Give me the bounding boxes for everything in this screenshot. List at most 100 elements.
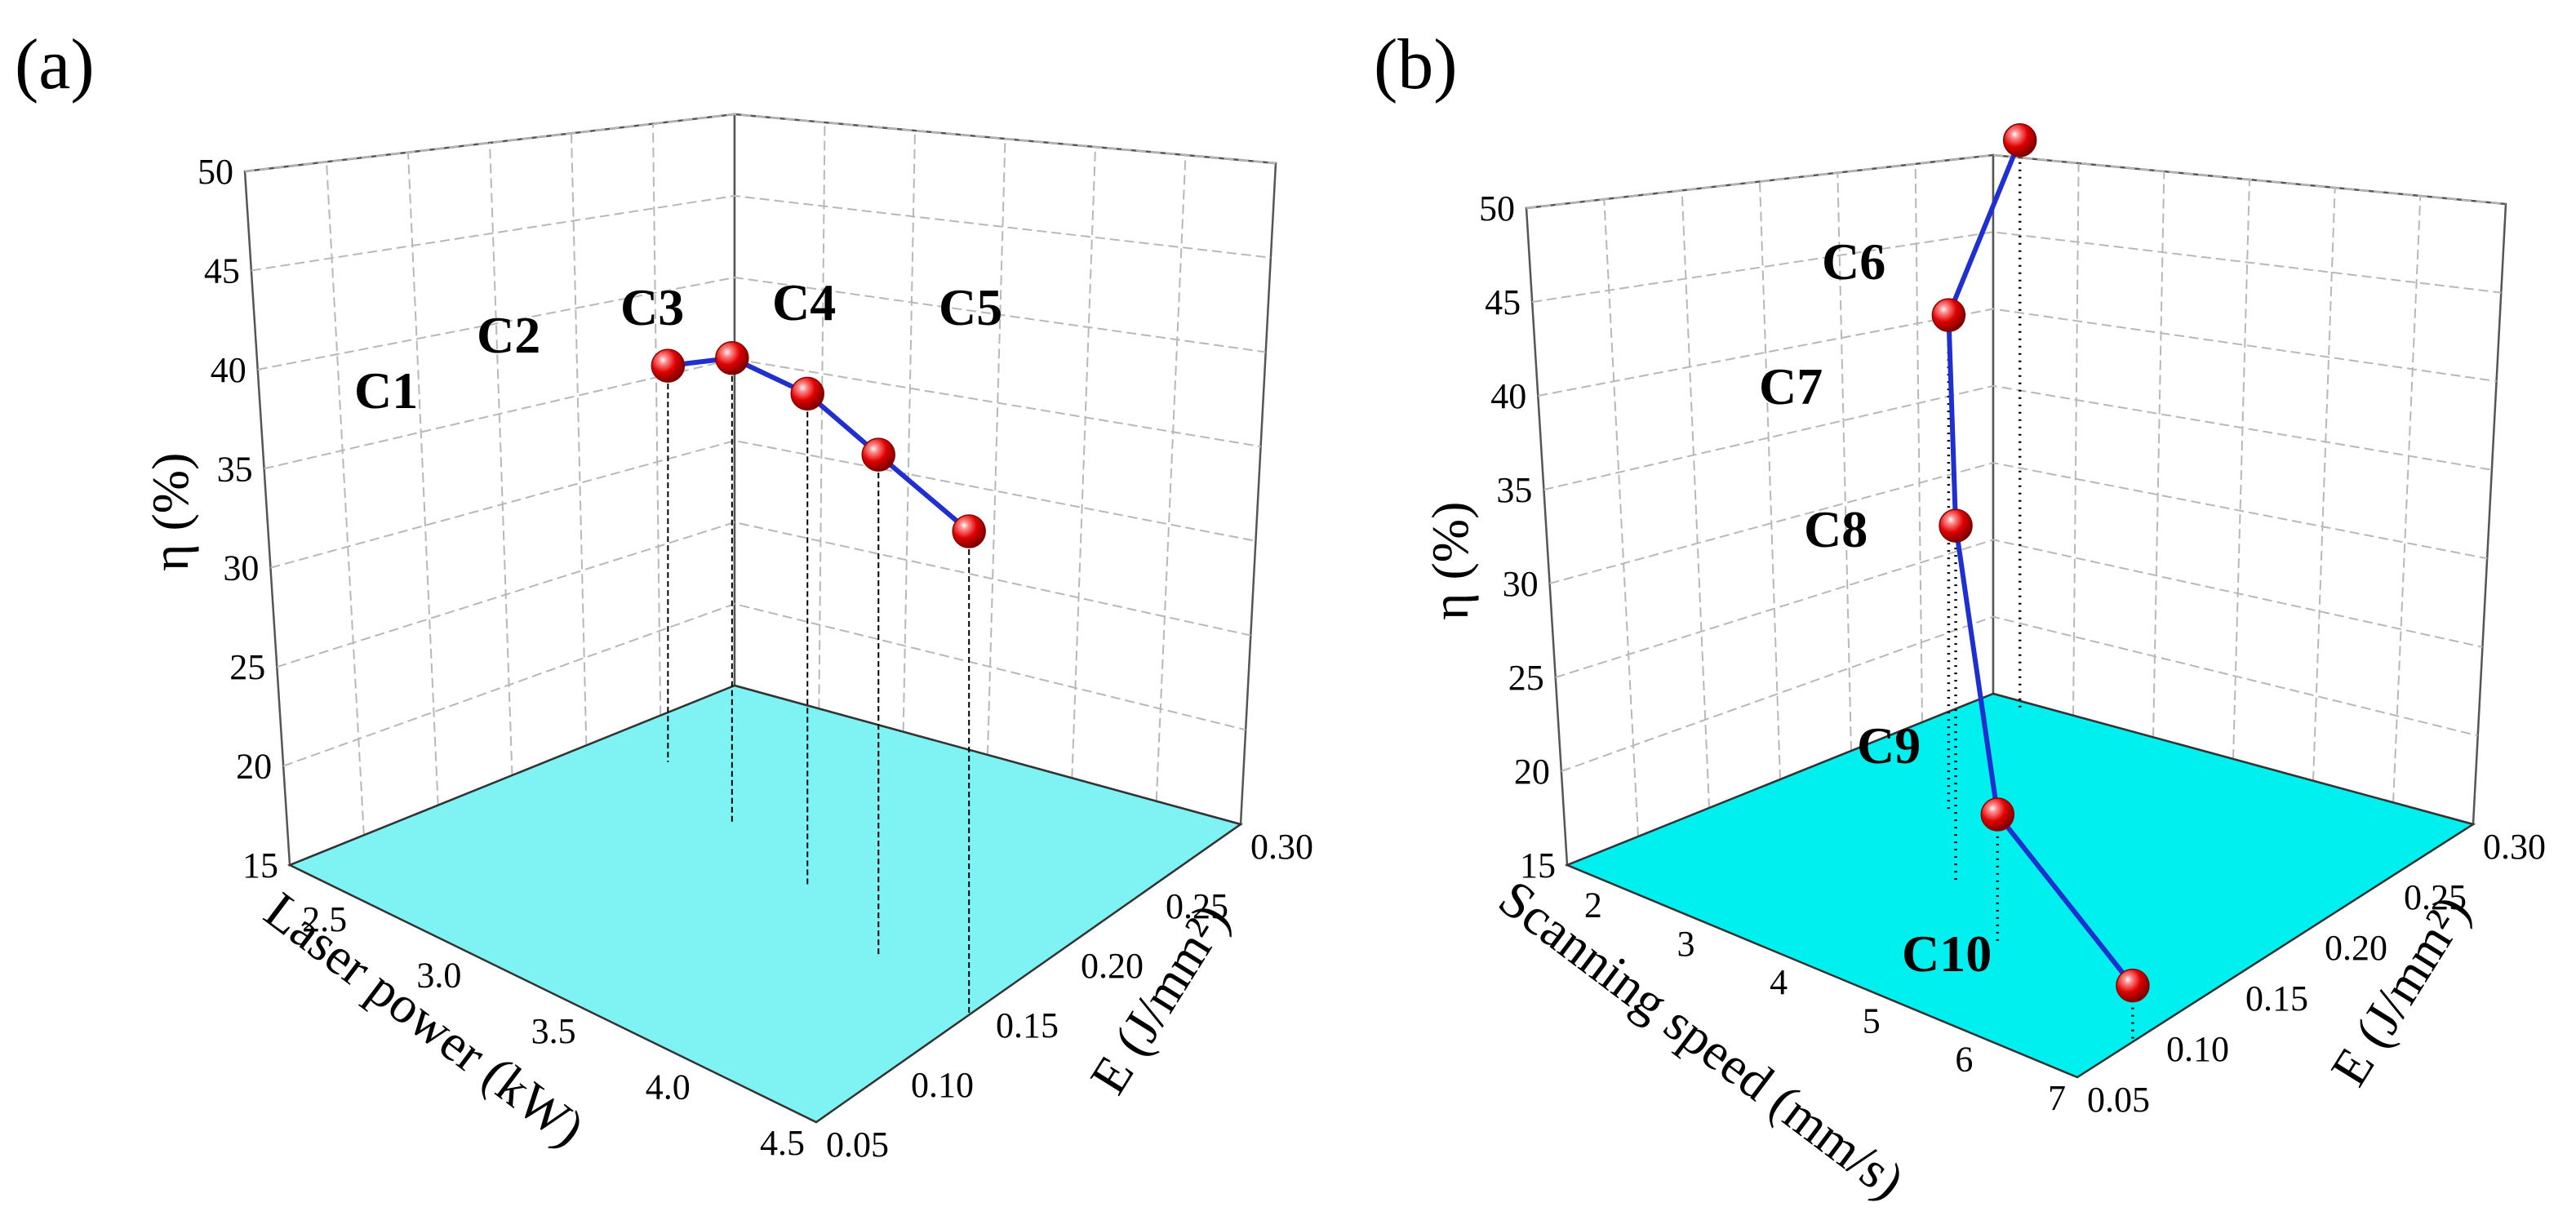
- panel-b-label: (b): [1374, 25, 1458, 104]
- gridline: [1155, 154, 1187, 801]
- y-tick-label: 0.25: [2404, 877, 2467, 917]
- y-tick-label: 0.15: [996, 1005, 1059, 1045]
- z-tick-label: 15: [1520, 845, 1556, 885]
- marker-c6: [2002, 123, 2037, 158]
- gridline: [1914, 163, 1923, 723]
- z-tick-label: 30: [1503, 564, 1539, 604]
- z-tick-label: 50: [198, 152, 233, 192]
- y-tick-label: 0.25: [1166, 886, 1228, 926]
- x-tick-label: 5: [1863, 1001, 1881, 1041]
- z-tick-label: 40: [1490, 376, 1526, 416]
- panel-a-walls: [243, 113, 1277, 867]
- z-tick-label: 50: [1479, 189, 1515, 229]
- point-label-c3: C3: [620, 278, 684, 336]
- z-tick-label: 45: [1485, 282, 1521, 322]
- marker-c8: [1939, 508, 1973, 543]
- gridline: [489, 142, 513, 776]
- z-tick-label: 35: [217, 449, 253, 489]
- gridline: [2232, 179, 2250, 760]
- point-label-c4: C4: [772, 273, 836, 331]
- point-label-c8: C8: [1804, 500, 1868, 558]
- z-tick-label: 15: [242, 845, 278, 885]
- panel-a-y-axis-title: E (J/mm²): [1079, 894, 1241, 1103]
- gridline: [1837, 172, 1852, 752]
- panel-a-point-labels: C1 C2 C3 C4 C5: [354, 273, 1002, 419]
- z-tick-label: 25: [1508, 658, 1544, 698]
- z-tick-label: 30: [223, 548, 259, 588]
- z-tick-label: 35: [1496, 470, 1532, 510]
- y-tick-label: 0.05: [826, 1125, 889, 1165]
- z-tick-label: 25: [229, 647, 265, 687]
- x-tick-label: 6: [1955, 1040, 1973, 1080]
- panel-a-label: (a): [15, 25, 95, 104]
- y-tick-label: 0.30: [2483, 827, 2546, 867]
- marker-c9: [1980, 797, 2015, 832]
- point-label-c9: C9: [1857, 717, 1921, 774]
- gridline: [818, 122, 826, 709]
- panel-b-z-axis-title: η (%): [1421, 502, 1479, 620]
- x-tick-label: 7: [2048, 1078, 2066, 1118]
- gridline: [2392, 195, 2422, 803]
- panel-a-z-ticks: 15 20 25 30 35 40 45 50: [198, 152, 278, 885]
- y-tick-label: 0.10: [2166, 1029, 2229, 1069]
- z-tick-label: 45: [204, 251, 240, 291]
- panel-b-drop-lines: [1947, 140, 2134, 1042]
- z-tick-label: 40: [211, 350, 246, 390]
- y-tick-label: 0.30: [1250, 827, 1313, 867]
- z-tick-label: 20: [1514, 752, 1550, 792]
- marker-c7: [1931, 298, 1966, 332]
- point-label-c7: C7: [1759, 357, 1823, 415]
- x-tick-label: 3.5: [531, 1011, 576, 1051]
- marker-c3: [790, 376, 824, 411]
- gridline: [902, 130, 916, 732]
- gridline: [257, 276, 1266, 371]
- point-label-c10: C10: [1902, 925, 1992, 983]
- gridline: [326, 162, 365, 836]
- x-tick-label: 4.0: [646, 1067, 691, 1107]
- panel-b-y-ticks: 0.05 0.10 0.15 0.20 0.25 0.30: [2087, 827, 2546, 1120]
- x-tick-label: 4.5: [760, 1123, 805, 1163]
- gridline: [407, 152, 439, 805]
- gridline: [2312, 187, 2336, 781]
- x-tick-label: 2.5: [302, 899, 347, 939]
- y-tick-label: 0.20: [2325, 928, 2387, 968]
- point-label-c6: C6: [1822, 233, 1885, 291]
- marker-c10: [2116, 968, 2150, 1003]
- panel-b-point-labels: C6 C7 C8 C9 C10: [1759, 233, 1992, 983]
- gridline: [2152, 171, 2165, 738]
- panel-a: (a) 15 20 25 30 35 40 45 50 2.5 3.0 3.5 4.0 4.5 0.0…: [15, 25, 1313, 1165]
- x-tick-label: 3: [1677, 924, 1694, 964]
- panel-a-floor: [286, 684, 1243, 1124]
- point-label-c2: C2: [477, 306, 540, 364]
- gridline: [652, 123, 662, 716]
- gridline: [1759, 181, 1781, 780]
- point-label-c1: C1: [354, 362, 418, 419]
- gridline: [1603, 199, 1639, 837]
- y-tick-label: 0.15: [2245, 979, 2308, 1019]
- gridline: [2072, 162, 2080, 716]
- x-tick-label: 2: [1584, 885, 1602, 925]
- panel-b-y-axis-title: E (J/mm²): [2320, 885, 2481, 1095]
- marker-c1: [651, 348, 686, 383]
- marker-c5: [952, 514, 986, 548]
- marker-c4: [861, 437, 896, 472]
- y-tick-label: 0.05: [2087, 1080, 2150, 1120]
- panel-a-y-ticks: 0.05 0.10 0.15 0.20 0.25 0.30: [826, 827, 1313, 1165]
- panel-a-drop-lines: [667, 357, 970, 1015]
- panel-a-z-axis-title: η (%): [141, 453, 199, 571]
- x-tick-label: 4: [1770, 962, 1788, 1002]
- y-tick-label: 0.10: [911, 1065, 974, 1105]
- gridline: [1071, 146, 1096, 779]
- panel-b-floor: [1564, 692, 2476, 1079]
- panel-b-z-ticks: 15 20 25 30 35 40 45 50: [1479, 189, 1556, 885]
- panel-a-x-ticks: 2.5 3.0 3.5 4.0 4.5: [302, 899, 805, 1163]
- marker-c2: [715, 341, 749, 375]
- x-tick-label: 3.0: [416, 956, 461, 996]
- panel-b-x-ticks: 2 3 4 5 6 7: [1584, 885, 2066, 1118]
- panel-b-walls: [1525, 153, 2507, 867]
- gridline: [1681, 190, 1710, 809]
- z-tick-label: 20: [236, 747, 272, 787]
- y-tick-label: 0.20: [1081, 946, 1144, 986]
